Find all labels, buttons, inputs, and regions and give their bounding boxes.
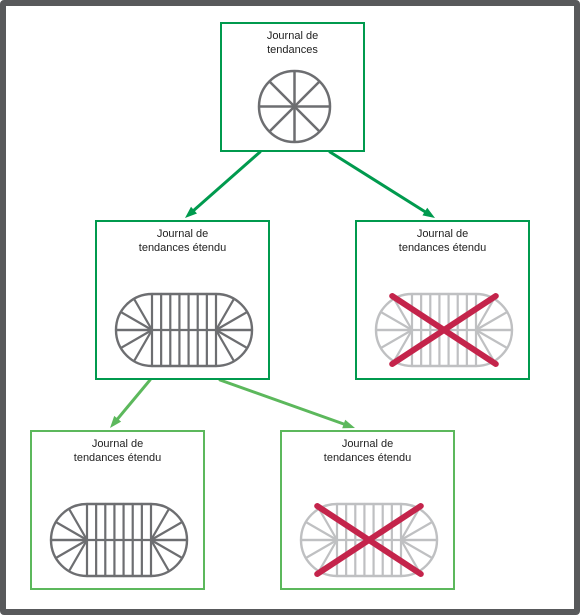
- node-grand_right: Journal detendances étendu: [280, 430, 455, 590]
- wheel-icon: [257, 69, 332, 144]
- node-label: Journal detendances étendu: [97, 228, 268, 256]
- node-label: Journal detendances étendu: [32, 438, 203, 466]
- diagram-frame: Journal detendances Journal detendances é…: [0, 0, 580, 615]
- node-root: Journal detendances: [220, 22, 365, 152]
- capsule-icon: [114, 292, 254, 368]
- node-grand_left: Journal detendances étendu: [30, 430, 205, 590]
- capsule-icon: [49, 502, 189, 578]
- capsule-icon: [299, 502, 439, 578]
- node-child_left: Journal detendances étendu: [95, 220, 270, 380]
- node-child_right: Journal detendances étendu: [355, 220, 530, 380]
- capsule-icon: [374, 292, 514, 368]
- node-label: Journal detendances étendu: [282, 438, 453, 466]
- node-label: Journal detendances étendu: [357, 228, 528, 256]
- node-label: Journal detendances: [222, 30, 363, 58]
